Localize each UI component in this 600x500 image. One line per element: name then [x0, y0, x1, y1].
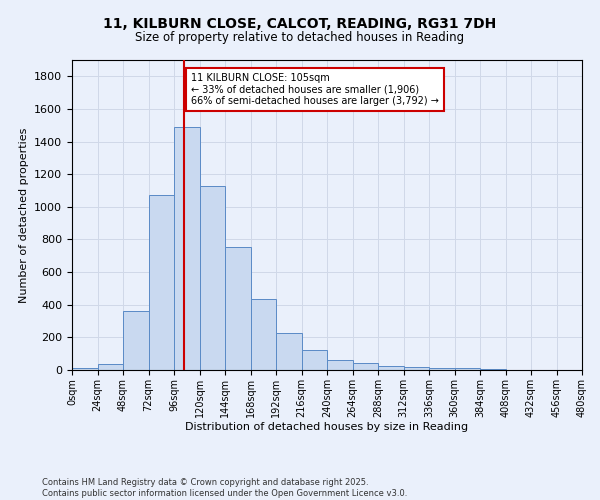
Bar	[404, 366, 429, 370]
Bar	[174, 127, 199, 370]
Bar	[123, 312, 149, 370]
Bar	[199, 186, 225, 370]
Bar	[302, 350, 327, 370]
Bar	[72, 368, 97, 370]
Bar	[276, 334, 302, 370]
Bar	[251, 299, 276, 370]
Bar	[353, 362, 378, 370]
Text: Contains HM Land Registry data © Crown copyright and database right 2025.
Contai: Contains HM Land Registry data © Crown c…	[42, 478, 407, 498]
Bar	[327, 360, 353, 370]
Bar	[480, 369, 505, 370]
Text: 11, KILBURN CLOSE, CALCOT, READING, RG31 7DH: 11, KILBURN CLOSE, CALCOT, READING, RG31…	[103, 18, 497, 32]
X-axis label: Distribution of detached houses by size in Reading: Distribution of detached houses by size …	[185, 422, 469, 432]
Y-axis label: Number of detached properties: Number of detached properties	[19, 128, 29, 302]
Bar	[429, 368, 455, 370]
Bar	[97, 364, 123, 370]
Bar	[149, 196, 174, 370]
Bar	[378, 366, 404, 370]
Bar	[455, 368, 480, 370]
Text: Size of property relative to detached houses in Reading: Size of property relative to detached ho…	[136, 31, 464, 44]
Bar	[225, 247, 251, 370]
Text: 11 KILBURN CLOSE: 105sqm
← 33% of detached houses are smaller (1,906)
66% of sem: 11 KILBURN CLOSE: 105sqm ← 33% of detach…	[191, 73, 439, 106]
